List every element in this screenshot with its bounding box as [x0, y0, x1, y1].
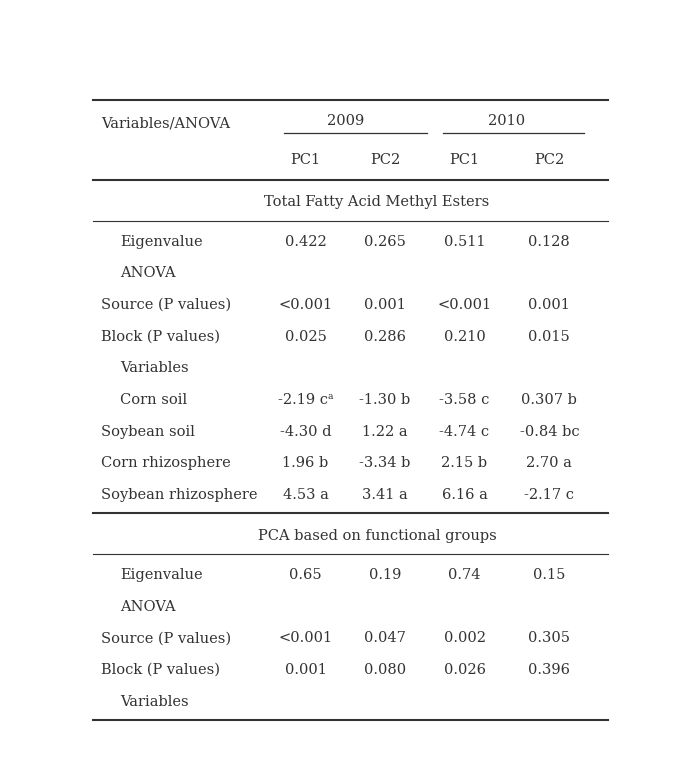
Text: 0.286: 0.286 [364, 330, 406, 344]
Text: 0.025: 0.025 [285, 330, 326, 344]
Text: 0.511: 0.511 [444, 235, 485, 248]
Text: 0.001: 0.001 [364, 298, 406, 312]
Text: 2010: 2010 [488, 114, 525, 127]
Text: 0.307 b: 0.307 b [521, 393, 577, 407]
Text: 3.41 a: 3.41 a [362, 488, 408, 502]
Text: 0.422: 0.422 [285, 235, 326, 248]
Text: -4.30 d: -4.30 d [280, 424, 331, 439]
Text: -2.19 cᵃ: -2.19 cᵃ [278, 393, 333, 407]
Text: 6.16 a: 6.16 a [442, 488, 488, 502]
Text: 0.002: 0.002 [443, 631, 486, 645]
Text: Block (P values): Block (P values) [101, 330, 220, 344]
Text: -3.34 b: -3.34 b [359, 456, 410, 470]
Text: -2.17 c: -2.17 c [525, 488, 575, 502]
Text: 0.047: 0.047 [364, 631, 406, 645]
Text: PC2: PC2 [534, 153, 564, 167]
Text: 0.15: 0.15 [533, 568, 566, 582]
Text: Eigenvalue: Eigenvalue [120, 235, 202, 248]
Text: <0.001: <0.001 [278, 298, 332, 312]
Text: PC2: PC2 [370, 153, 400, 167]
Text: 2.70 a: 2.70 a [527, 456, 573, 470]
Text: PCA based on functional groups: PCA based on functional groups [258, 529, 497, 543]
Text: Soybean soil: Soybean soil [101, 424, 195, 439]
Text: -3.58 c: -3.58 c [439, 393, 490, 407]
Text: 0.74: 0.74 [448, 568, 481, 582]
Text: 0.080: 0.080 [364, 663, 406, 677]
Text: -4.74 c: -4.74 c [439, 424, 490, 439]
Text: Total Fatty Acid Methyl Esters: Total Fatty Acid Methyl Esters [265, 195, 490, 210]
Text: 0.19: 0.19 [369, 568, 402, 582]
Text: Variables: Variables [120, 695, 189, 709]
Text: 2.15 b: 2.15 b [441, 456, 488, 470]
Text: -0.84 bc: -0.84 bc [520, 424, 579, 439]
Text: <0.001: <0.001 [278, 631, 332, 645]
Text: 0.026: 0.026 [443, 663, 486, 677]
Text: Block (P values): Block (P values) [101, 663, 220, 677]
Text: Variables/ANOVA: Variables/ANOVA [101, 117, 231, 130]
Text: Source (P values): Source (P values) [101, 298, 231, 312]
Text: 0.396: 0.396 [528, 663, 570, 677]
Text: ANOVA: ANOVA [120, 600, 176, 613]
Text: 0.210: 0.210 [444, 330, 486, 344]
Text: Soybean rhizosphere: Soybean rhizosphere [101, 488, 258, 502]
Text: 1.22 a: 1.22 a [363, 424, 408, 439]
Text: 4.53 a: 4.53 a [282, 488, 328, 502]
Text: Variables: Variables [120, 361, 189, 376]
Text: PC1: PC1 [291, 153, 321, 167]
Text: Corn rhizosphere: Corn rhizosphere [101, 456, 231, 470]
Text: Source (P values): Source (P values) [101, 631, 231, 645]
Text: Eigenvalue: Eigenvalue [120, 568, 202, 582]
Text: 0.305: 0.305 [528, 631, 570, 645]
Text: 0.015: 0.015 [529, 330, 570, 344]
Text: 0.001: 0.001 [529, 298, 570, 312]
Text: -1.30 b: -1.30 b [359, 393, 410, 407]
Text: 0.001: 0.001 [285, 663, 326, 677]
Text: PC1: PC1 [449, 153, 479, 167]
Text: 0.128: 0.128 [529, 235, 570, 248]
Text: <0.001: <0.001 [438, 298, 492, 312]
Text: 2009: 2009 [327, 114, 364, 127]
Text: Corn soil: Corn soil [120, 393, 187, 407]
Text: 0.65: 0.65 [289, 568, 321, 582]
Text: 1.96 b: 1.96 b [282, 456, 328, 470]
Text: 0.265: 0.265 [364, 235, 406, 248]
Text: ANOVA: ANOVA [120, 267, 176, 280]
